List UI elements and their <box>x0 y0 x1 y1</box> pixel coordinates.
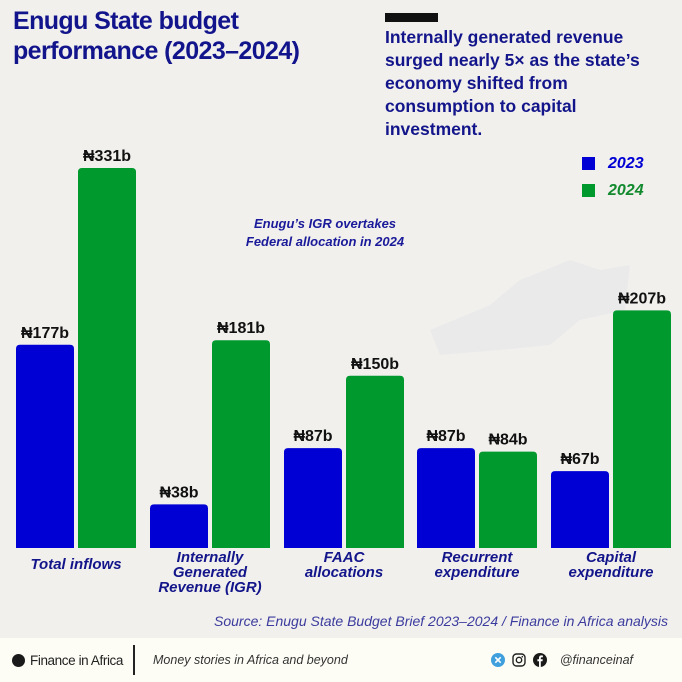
annotation-line-2: Federal allocation in 2024 <box>245 234 405 249</box>
social-handle[interactable]: @financeinaf <box>559 653 633 667</box>
legend-label-2024: 2024 <box>608 181 644 199</box>
category-label-2: FAAC allocations <box>274 550 414 580</box>
category-label-line: Internally <box>176 549 244 566</box>
brand-name: Finance in Africa <box>30 652 123 668</box>
facebook-icon[interactable] <box>532 653 547 667</box>
legend-item-2024: 2024 <box>582 177 644 204</box>
footer: Finance in Africa Money stories in Afric… <box>0 638 682 682</box>
footer-divider <box>133 645 135 675</box>
category-label-4: Capital expenditure <box>541 550 681 580</box>
category-label-line: FAAC <box>323 549 365 566</box>
category-label-3: Recurrent expenditure <box>407 550 547 580</box>
brand-logo-icon <box>12 653 25 667</box>
bar-value-label-2024-1: ₦181b <box>217 320 265 337</box>
bar-value-label-2024-4: ₦207b <box>618 290 666 307</box>
legend-swatch-2023 <box>582 157 595 170</box>
category-label-line: expenditure <box>434 564 520 581</box>
bar-chart: ₦177b ₦331b ₦38b ₦181b ₦87b ₦150b ₦87b ₦84b ₦67b… <box>16 148 671 548</box>
legend-label-2023: 2023 <box>608 154 644 172</box>
category-label-0: Total inflows <box>6 557 146 572</box>
legend-swatch-2024 <box>582 184 595 197</box>
category-label-line: Generated <box>172 564 248 581</box>
bar-value-label-2023-2: ₦87b <box>293 428 332 445</box>
bar-2023-2 <box>284 448 342 548</box>
chart-title: Enugu State budget performance (2023–202… <box>13 6 353 66</box>
source-note: Source: Enugu State Budget Brief 2023–20… <box>214 613 668 629</box>
social-links: @financeinaf <box>490 653 633 667</box>
bar-value-label-2024-0: ₦331b <box>83 148 131 165</box>
brand[interactable]: Finance in Africa <box>12 653 123 668</box>
chart-subtitle: Internally generated revenue surged near… <box>385 27 640 139</box>
category-label-line: allocations <box>304 564 384 581</box>
watermark-map-graphic <box>430 260 630 355</box>
bar-value-label-2023-1: ₦38b <box>159 484 198 501</box>
title-line-1: Enugu State budget <box>13 7 239 35</box>
annotation-line-1: Enugu’s IGR overtakes <box>253 216 397 231</box>
bar-value-label-2024-3: ₦84b <box>488 432 527 449</box>
bar-2023-3 <box>417 448 475 548</box>
bar-2024-3 <box>479 451 537 548</box>
instagram-icon[interactable] <box>512 653 526 667</box>
bar-2024-2 <box>346 375 404 548</box>
category-label-line: Capital <box>585 549 636 566</box>
title-line-2: performance (2023–2024) <box>13 37 300 65</box>
bar-2023-0 <box>16 344 74 548</box>
chart-annotation: Enugu’s IGR overtakes Federal allocation… <box>215 215 435 251</box>
bar-value-label-2023-0: ₦177b <box>21 325 69 342</box>
x-icon[interactable] <box>490 653 505 667</box>
bar-value-label-2024-2: ₦150b <box>351 356 399 373</box>
bar-2024-4 <box>613 310 671 548</box>
category-label-line: expenditure <box>568 564 654 581</box>
bar-2024-1 <box>212 340 270 548</box>
bar-2024-0 <box>78 168 136 548</box>
bar-2023-1 <box>150 504 208 548</box>
legend: 2023 2024 <box>582 150 644 204</box>
accent-bar <box>385 13 438 22</box>
bar-value-label-2023-3: ₦87b <box>426 428 465 445</box>
legend-item-2023: 2023 <box>582 150 644 177</box>
tagline: Money stories in Africa and beyond <box>153 653 348 667</box>
category-label-1: Internally Generated Revenue (IGR) <box>140 550 280 595</box>
category-label-line: Revenue (IGR) <box>158 579 262 596</box>
category-label-line: Recurrent <box>441 549 513 566</box>
category-label-line: Total inflows <box>30 556 122 573</box>
bar-2023-4 <box>551 471 609 548</box>
bar-value-label-2023-4: ₦67b <box>560 451 599 468</box>
